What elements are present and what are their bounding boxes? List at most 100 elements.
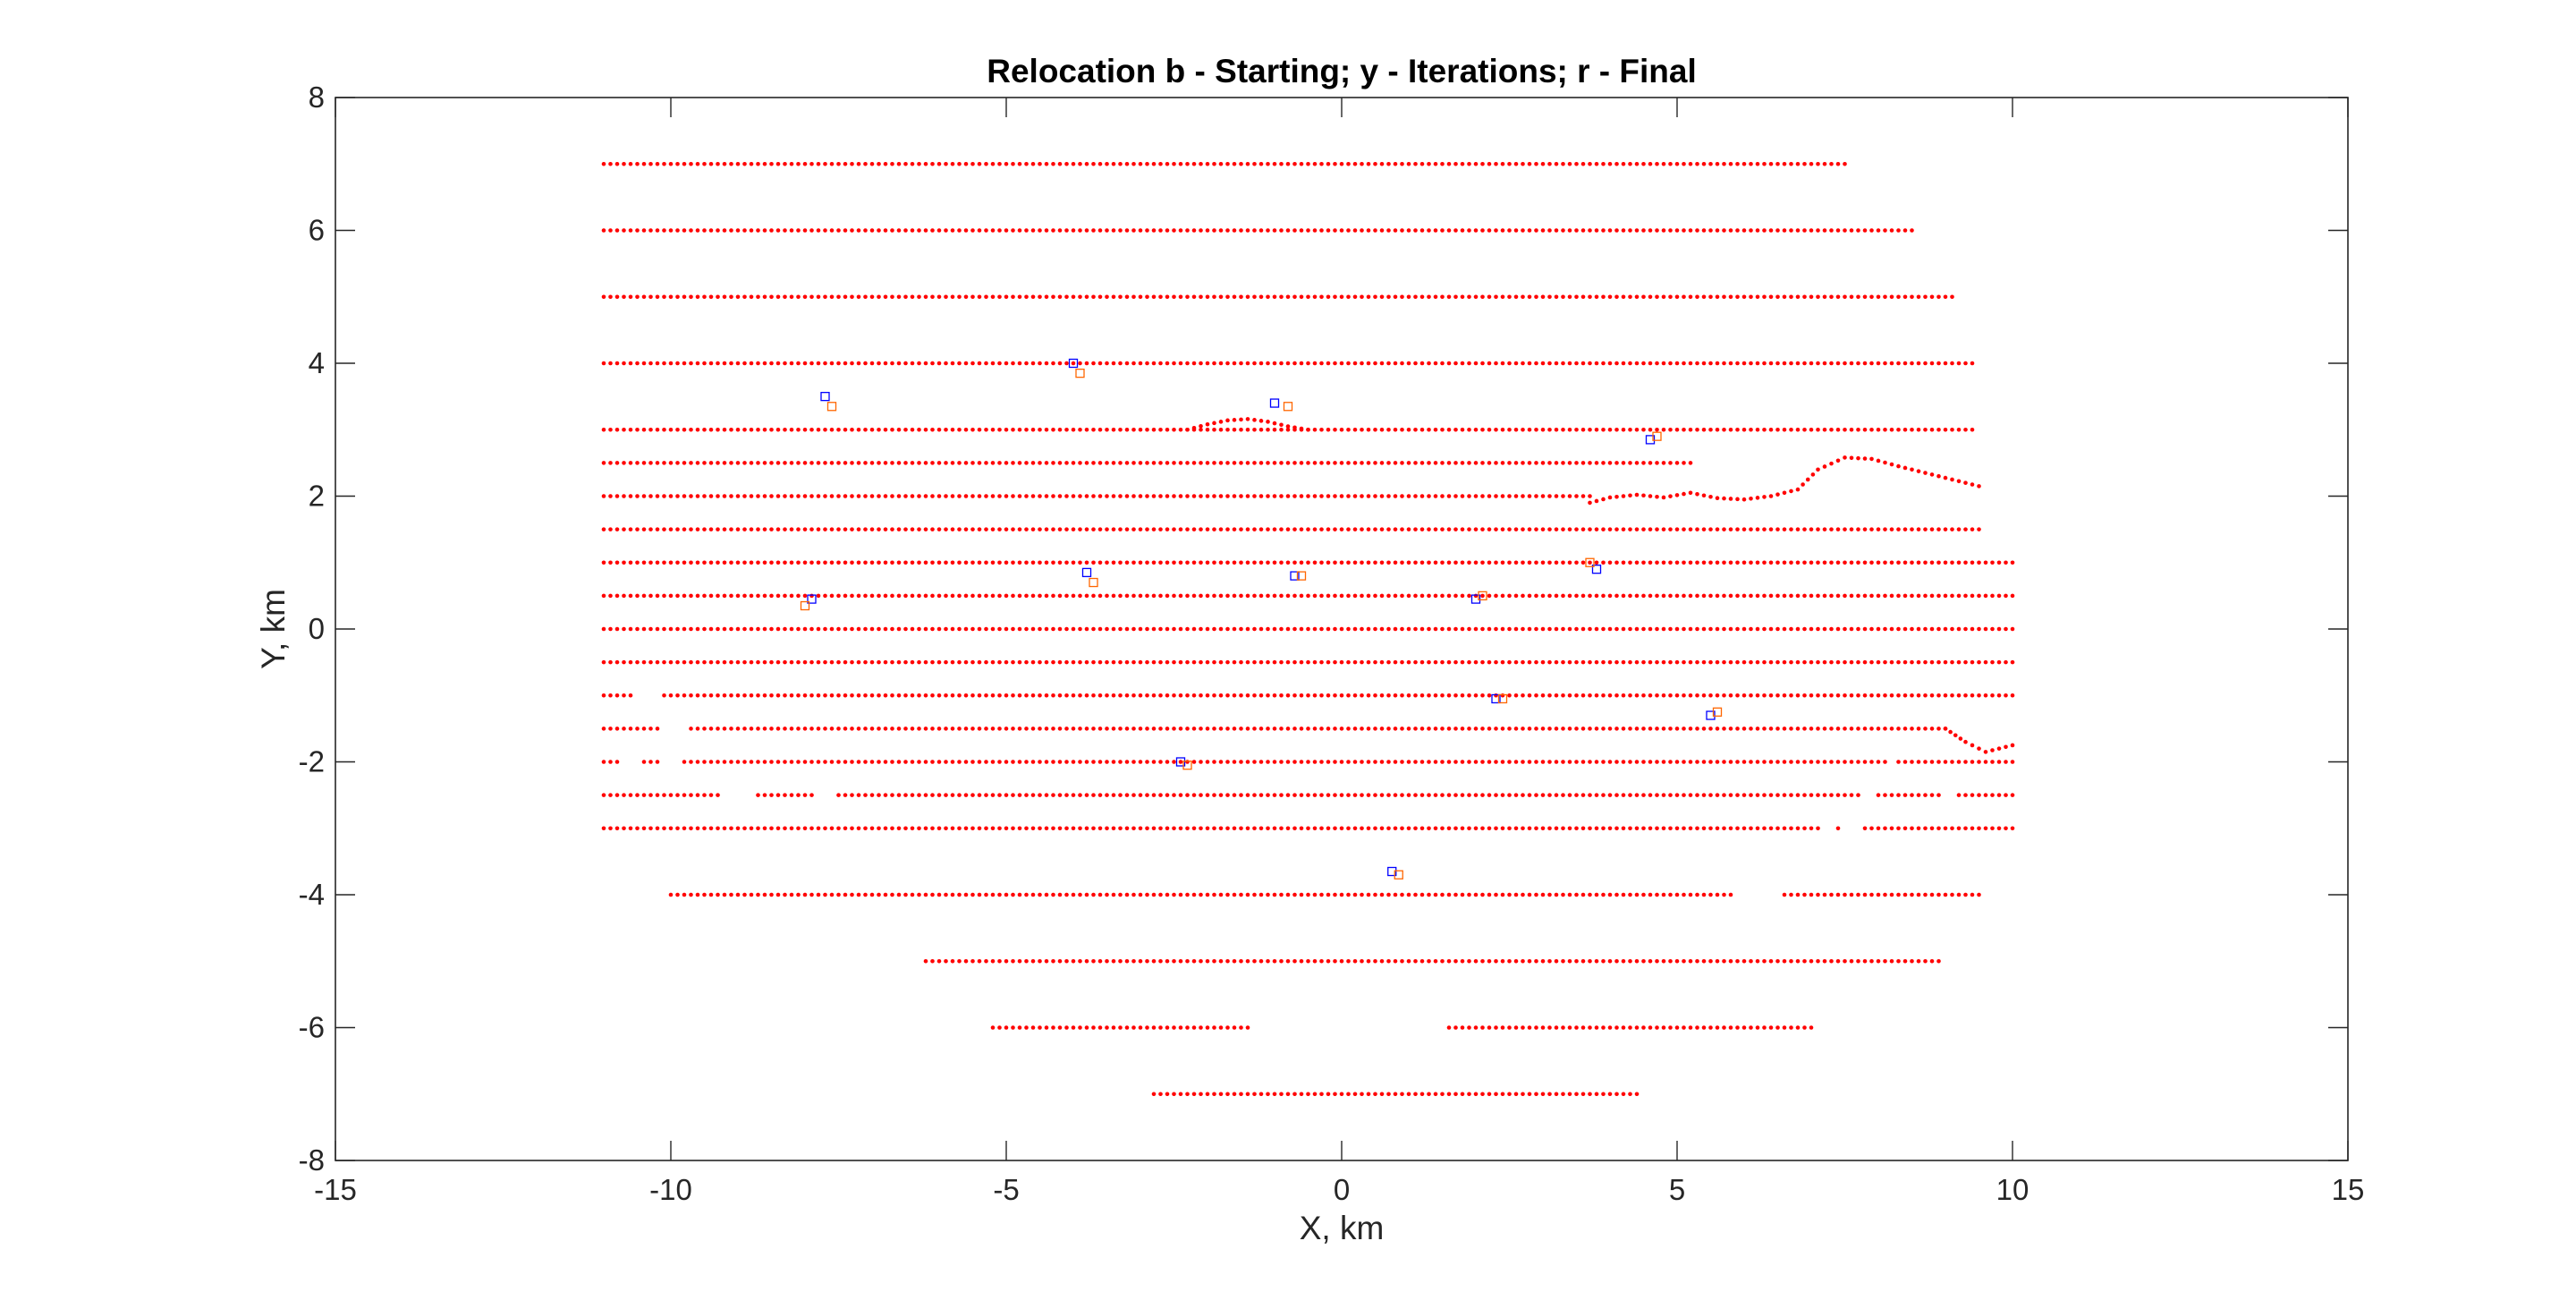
final-dot (1902, 593, 1908, 599)
final-dot (1762, 495, 1767, 499)
final-dot (1674, 826, 1680, 831)
final-dot (722, 494, 727, 498)
final-dot (877, 494, 881, 498)
final-dot (1258, 760, 1264, 764)
final-dot (923, 958, 928, 964)
final-dot (883, 727, 888, 731)
final-dot (1876, 760, 1881, 764)
final-dot (1245, 727, 1250, 731)
final-dot (1312, 294, 1318, 300)
final-dot (1245, 892, 1250, 897)
final-dot (850, 427, 854, 432)
final-dot (1768, 427, 1774, 432)
final-dot (1480, 760, 1485, 764)
final-dot (1655, 693, 1659, 698)
final-dot (622, 228, 626, 233)
final-dot (1936, 693, 1941, 698)
final-dot (903, 659, 908, 665)
final-dot (668, 793, 674, 797)
final-dot (756, 626, 760, 632)
final-dot (950, 793, 955, 797)
final-dot (1896, 361, 1901, 366)
final-dot (601, 626, 606, 632)
final-dot (1285, 727, 1291, 731)
final-dot (1091, 427, 1096, 432)
final-dot (1708, 1025, 1713, 1030)
final-dot (1386, 693, 1391, 698)
final-dot (1038, 892, 1042, 897)
final-dot (635, 361, 640, 366)
final-dot (1574, 693, 1579, 698)
final-dot (1306, 793, 1310, 797)
final-dot (1843, 626, 1847, 632)
final-dot (1896, 527, 1901, 531)
final-dot (1916, 958, 1921, 964)
final-dot (756, 228, 760, 233)
final-dot (601, 659, 606, 665)
final-dot (1165, 727, 1170, 731)
final-dot (608, 727, 613, 731)
final-dot (1111, 793, 1116, 797)
final-dot (1755, 161, 1760, 166)
final-dot (1205, 693, 1210, 698)
final-dot (1097, 494, 1103, 498)
final-dot (1191, 593, 1197, 599)
final-dot (957, 361, 962, 366)
final-dot (1755, 958, 1760, 964)
final-dot (997, 760, 1002, 764)
final-dot (1594, 294, 1599, 300)
final-dot (1433, 659, 1438, 665)
final-dot (970, 527, 975, 531)
final-dot (662, 161, 666, 166)
final-dot (990, 228, 996, 233)
final-dot (708, 228, 714, 233)
final-dot (1561, 161, 1565, 166)
final-dot (1285, 427, 1291, 432)
final-dot (1580, 560, 1586, 565)
final-dot (689, 659, 693, 665)
final-dot (1970, 482, 1975, 487)
final-dot (1883, 693, 1887, 698)
final-dot (762, 727, 767, 731)
final-dot (829, 727, 835, 731)
final-dot (1835, 161, 1841, 166)
final-dot (1239, 461, 1243, 465)
final-dot (1695, 361, 1699, 366)
final-dot (1419, 560, 1425, 565)
final-dot (1225, 1092, 1230, 1097)
final-dot (1118, 826, 1123, 831)
final-dot (1735, 760, 1740, 764)
final-dot (1715, 727, 1720, 731)
final-dot (1996, 593, 2002, 599)
final-dot (1030, 228, 1036, 233)
final-dot (1433, 727, 1438, 731)
final-dot (628, 427, 633, 432)
final-dot (648, 659, 653, 665)
y-axis-label: Y, km (255, 589, 292, 669)
final-dot (1816, 560, 1820, 565)
final-dot (1245, 659, 1250, 665)
final-dot (1091, 593, 1096, 599)
final-dot (1829, 626, 1834, 632)
final-dot (1366, 892, 1371, 897)
final-dot (1339, 527, 1344, 531)
final-dot (1722, 228, 1726, 233)
final-dot (1427, 527, 1431, 531)
final-dot (1165, 361, 1170, 366)
final-dot (1205, 228, 1210, 233)
final-dot (1124, 427, 1130, 432)
final-dot (1185, 693, 1190, 698)
final-dot (1755, 427, 1760, 432)
final-dot (1266, 494, 1270, 498)
final-dot (1789, 826, 1793, 831)
final-dot (936, 626, 942, 632)
final-dot (1661, 228, 1666, 233)
final-dot (614, 727, 620, 731)
final-dot (1527, 626, 1532, 632)
final-dot (769, 494, 774, 498)
final-dot (1701, 693, 1707, 698)
final-dot (869, 826, 875, 831)
final-dot (984, 760, 988, 764)
final-dot (850, 527, 854, 531)
final-dot (1312, 826, 1318, 831)
